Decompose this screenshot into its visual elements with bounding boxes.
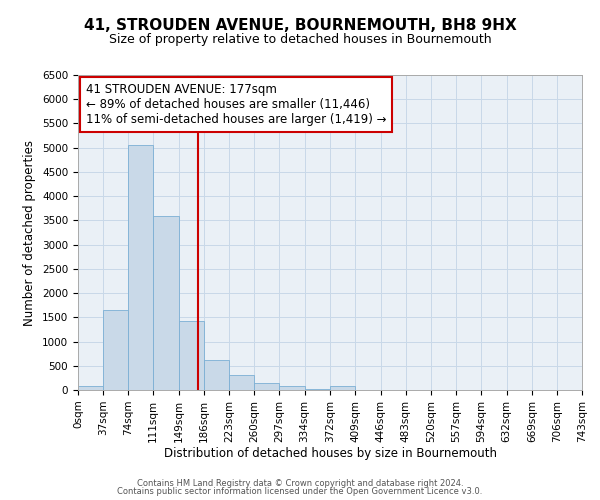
Text: Contains HM Land Registry data © Crown copyright and database right 2024.: Contains HM Land Registry data © Crown c…	[137, 478, 463, 488]
Bar	[305, 388, 331, 390]
Text: Contains public sector information licensed under the Open Government Licence v3: Contains public sector information licen…	[118, 487, 482, 496]
Bar	[128, 146, 153, 390]
Text: 41, STROUDEN AVENUE, BOURNEMOUTH, BH8 9HX: 41, STROUDEN AVENUE, BOURNEMOUTH, BH8 9H…	[83, 18, 517, 32]
Text: 41 STROUDEN AVENUE: 177sqm
← 89% of detached houses are smaller (11,446)
11% of : 41 STROUDEN AVENUE: 177sqm ← 89% of deta…	[86, 83, 386, 126]
Bar	[204, 360, 229, 390]
Bar	[229, 376, 254, 390]
Bar	[103, 310, 128, 390]
Bar	[179, 320, 204, 390]
Bar	[280, 386, 305, 390]
X-axis label: Distribution of detached houses by size in Bournemouth: Distribution of detached houses by size …	[163, 448, 497, 460]
Bar	[78, 386, 103, 390]
Bar	[254, 382, 280, 390]
Text: Size of property relative to detached houses in Bournemouth: Size of property relative to detached ho…	[109, 32, 491, 46]
Bar	[331, 386, 355, 390]
Y-axis label: Number of detached properties: Number of detached properties	[23, 140, 37, 326]
Bar	[153, 216, 179, 390]
